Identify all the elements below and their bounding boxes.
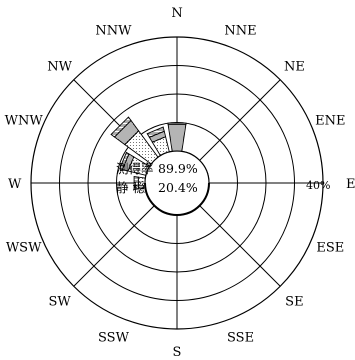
grid-ring bbox=[59, 65, 295, 301]
wind-bar-wnw bbox=[119, 151, 130, 171]
direction-label-nw: NW bbox=[47, 60, 72, 75]
grid-ring bbox=[87, 93, 267, 273]
calm-circle-edge bbox=[144, 182, 210, 216]
direction-label-sw: SW bbox=[48, 294, 71, 309]
measurement-label: 測得率 bbox=[116, 161, 154, 176]
direction-label-nnw: NNW bbox=[95, 24, 132, 39]
wind-bar-nnw bbox=[146, 126, 165, 138]
direction-label-wsw: WSW bbox=[6, 241, 42, 256]
axis-max-label: 40% bbox=[306, 179, 330, 192]
direction-label-n: N bbox=[171, 6, 182, 21]
wind-bar-n bbox=[167, 124, 187, 152]
direction-label-wnw: WNW bbox=[5, 113, 44, 128]
direction-label-sse: SSE bbox=[227, 330, 254, 345]
direction-label-nne: NNE bbox=[224, 24, 256, 39]
wind-bar-nw bbox=[110, 116, 132, 138]
direction-label-ese: ESE bbox=[316, 241, 344, 256]
direction-label-se: SE bbox=[285, 294, 303, 309]
wind-bar-w bbox=[133, 175, 139, 191]
calm-label: 静 穏 bbox=[116, 180, 145, 195]
direction-label-e: E bbox=[346, 177, 355, 192]
direction-label-ssw: SSW bbox=[98, 330, 130, 345]
measurement-value: 89.9% bbox=[158, 161, 198, 176]
wind-bar-n bbox=[167, 122, 187, 126]
direction-label-ne: NE bbox=[284, 60, 305, 75]
grid-ring bbox=[30, 36, 324, 330]
direction-label-w: W bbox=[8, 177, 22, 192]
grid-ring bbox=[116, 122, 238, 244]
direction-label-s: S bbox=[173, 345, 182, 360]
calm-value: 20.4% bbox=[158, 180, 198, 195]
direction-label-ene: ENE bbox=[315, 113, 345, 128]
